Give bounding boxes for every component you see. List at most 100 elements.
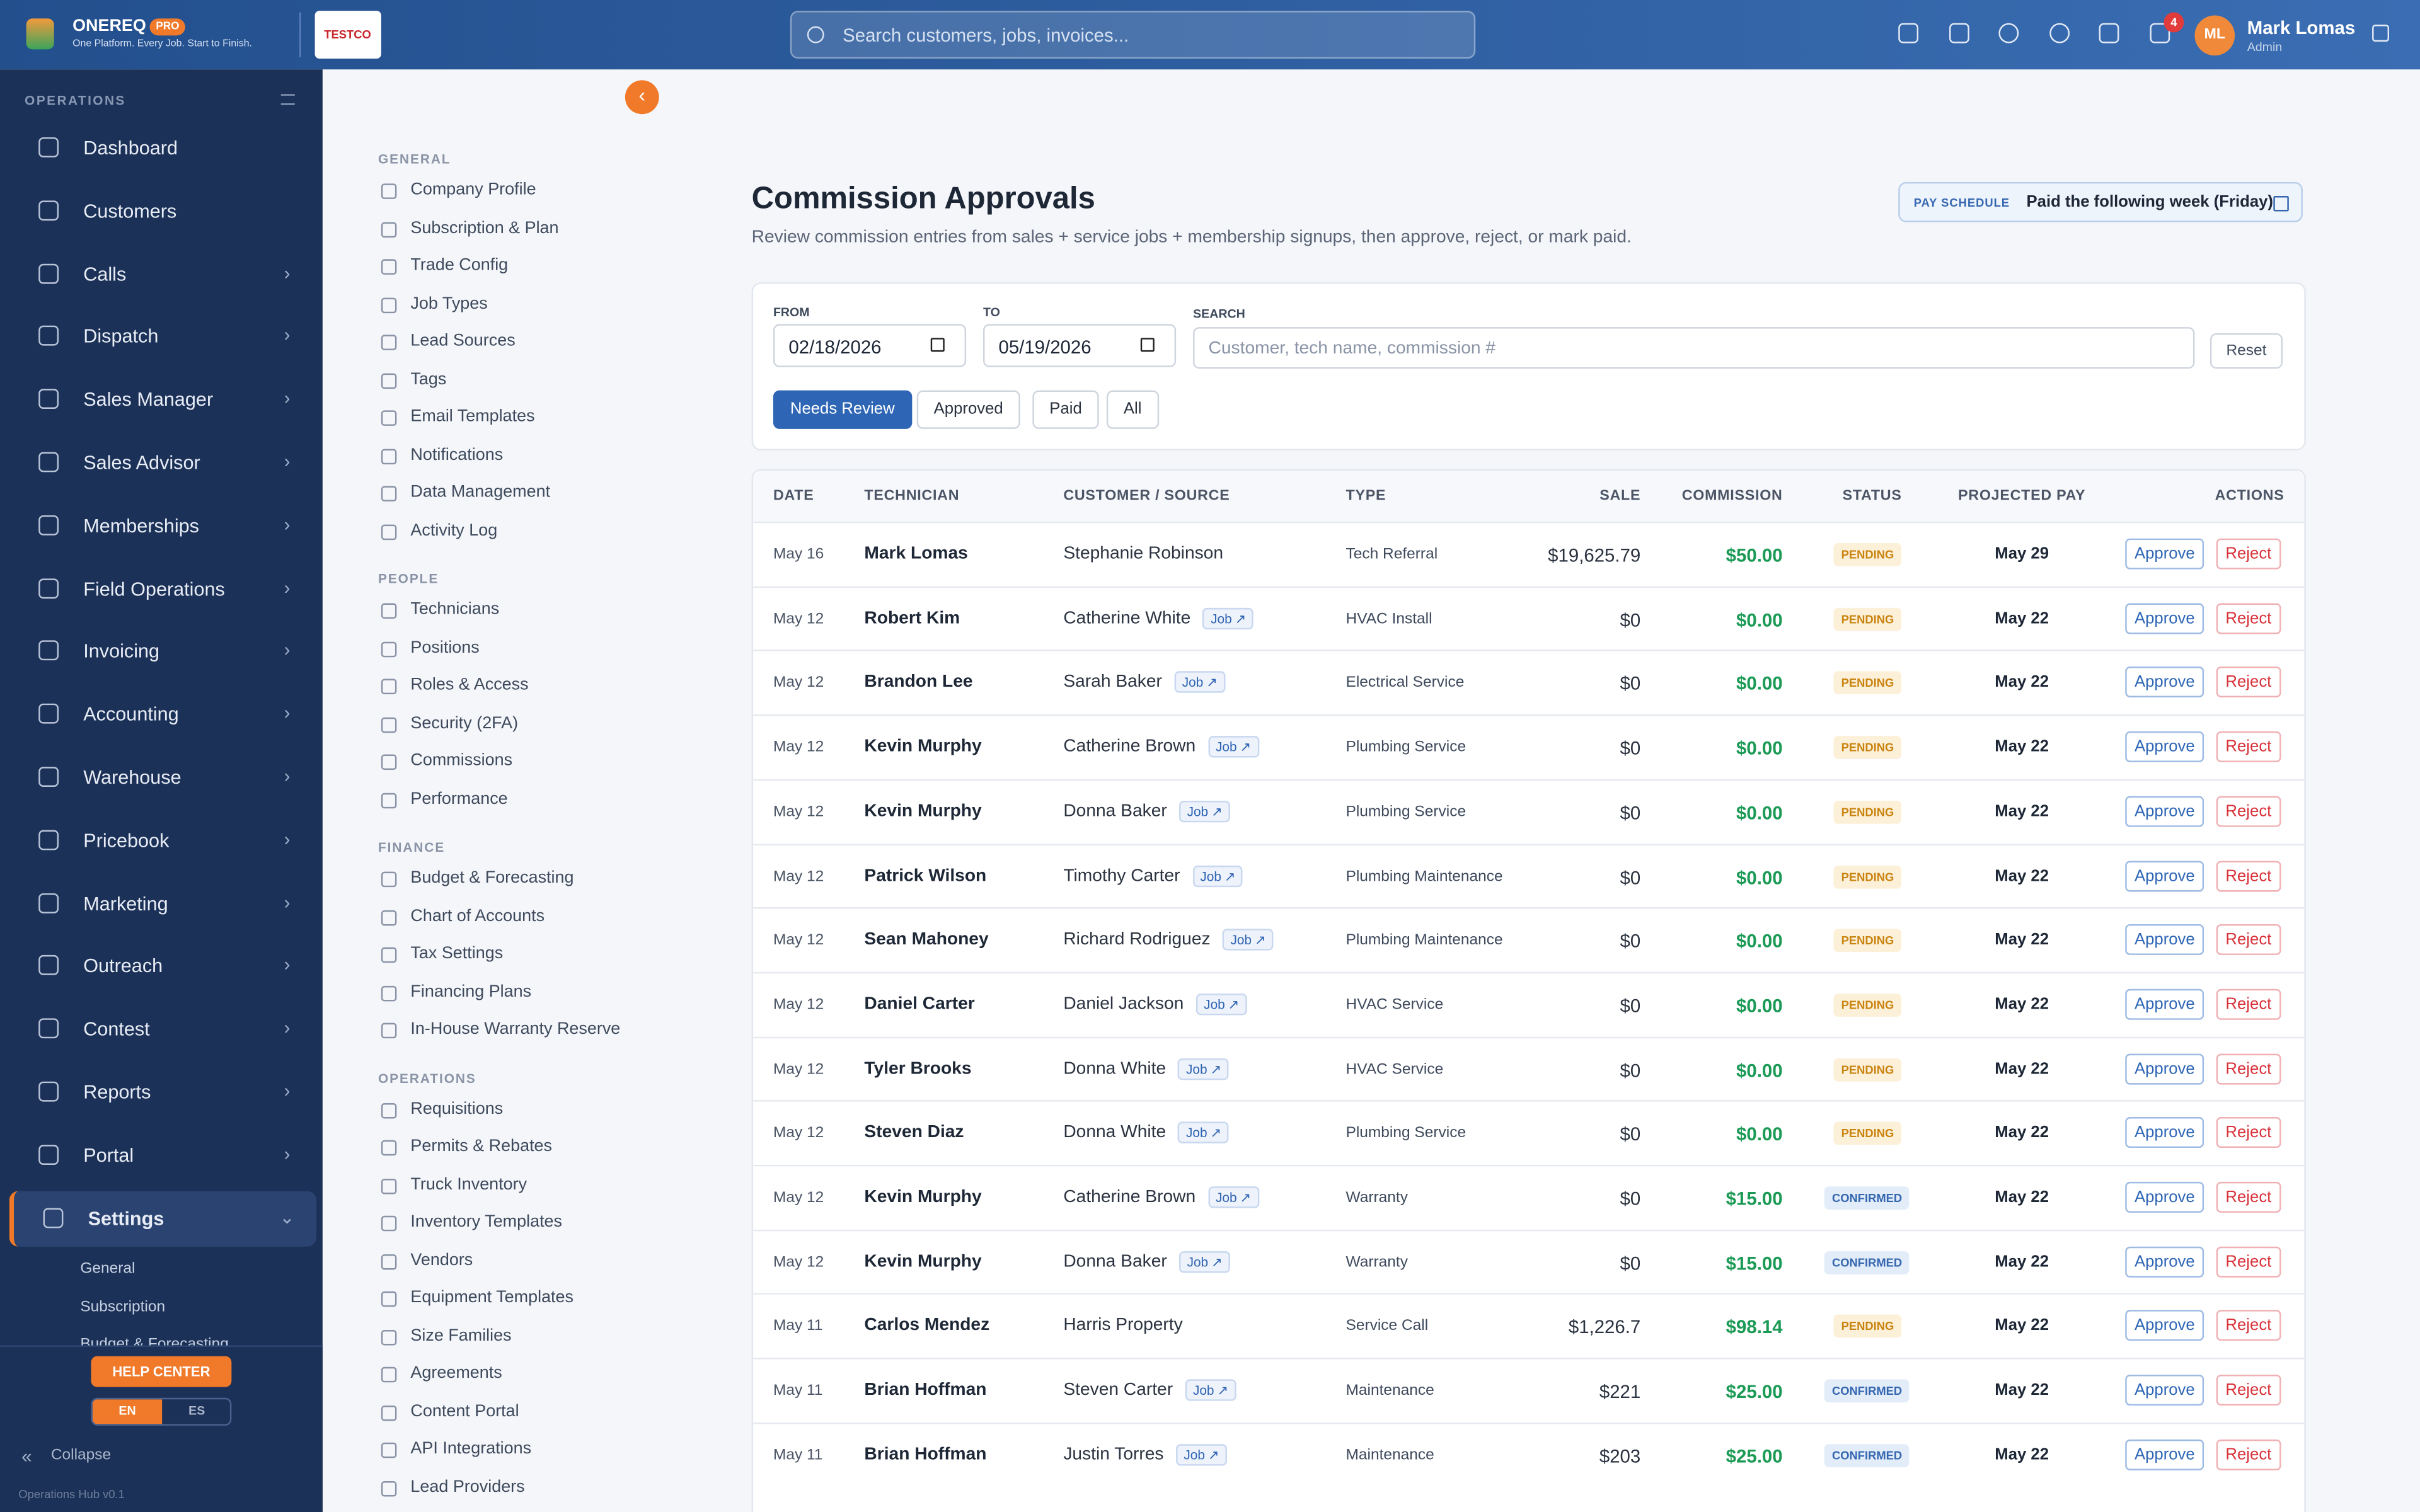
settings-link[interactable]: Content Portal xyxy=(381,1402,674,1426)
approve-button[interactable]: Approve xyxy=(2125,538,2204,570)
settings-link[interactable]: Vendors xyxy=(381,1251,674,1275)
settings-link[interactable]: Lead Sources xyxy=(381,332,674,357)
job-link[interactable]: Job ↗ xyxy=(1174,672,1225,694)
settings-link[interactable]: Subscription & Plan xyxy=(381,219,674,243)
nav-item[interactable]: Memberships › xyxy=(9,498,312,554)
settings-link[interactable]: Equipment Templates xyxy=(381,1288,674,1313)
settings-link[interactable]: Tax Settings xyxy=(381,944,674,969)
settings-link[interactable]: Data Management xyxy=(381,483,674,508)
nav-subitem[interactable]: General xyxy=(80,1260,135,1278)
avatar[interactable]: ML xyxy=(2194,15,2235,56)
collapse-panel[interactable]: ‹ xyxy=(625,80,659,115)
approve-button[interactable]: Approve xyxy=(2125,924,2204,956)
status-tab[interactable]: Needs Review xyxy=(773,390,912,429)
from-input[interactable]: 02/18/2026 xyxy=(773,324,967,367)
approve-button[interactable]: Approve xyxy=(2125,667,2204,698)
reject-button[interactable]: Reject xyxy=(2216,1246,2281,1277)
header-icon[interactable] xyxy=(2049,23,2070,43)
approve-button[interactable]: Approve xyxy=(2125,1439,2204,1470)
approve-button[interactable]: Approve xyxy=(2125,731,2204,763)
job-link[interactable]: Job ↗ xyxy=(1207,1186,1259,1208)
status-tab[interactable]: Approved xyxy=(916,390,1020,429)
nav-item[interactable]: Settings ⌄ xyxy=(9,1190,317,1246)
job-link[interactable]: Job ↗ xyxy=(1176,1443,1227,1466)
approve-button[interactable]: Approve xyxy=(2125,1181,2204,1213)
nav-item[interactable]: Outreach › xyxy=(9,939,312,994)
settings-link[interactable]: Financing Plans xyxy=(381,982,674,1007)
approve-button[interactable]: Approve xyxy=(2125,1310,2204,1342)
job-link[interactable]: Job ↗ xyxy=(1202,607,1254,629)
nav-item[interactable]: Field Operations › xyxy=(9,561,312,616)
search-box[interactable]: Search customers, jobs, invoices... xyxy=(790,11,1476,59)
job-link[interactable]: Job ↗ xyxy=(1223,929,1274,951)
nav-item[interactable]: Sales Manager › xyxy=(9,372,312,428)
settings-link[interactable]: Commissions xyxy=(381,752,674,776)
reject-button[interactable]: Reject xyxy=(2216,667,2281,698)
status-tab[interactable]: All xyxy=(1106,390,1159,429)
reject-button[interactable]: Reject xyxy=(2216,538,2281,570)
nav-item[interactable]: Dashboard xyxy=(9,120,312,176)
nav-item[interactable]: Accounting › xyxy=(9,687,312,742)
job-link[interactable]: Job ↗ xyxy=(1196,993,1247,1016)
reject-button[interactable]: Reject xyxy=(2216,1053,2281,1084)
nav-item[interactable]: Marketing › xyxy=(9,876,312,931)
settings-link[interactable]: Positions xyxy=(381,638,674,663)
reject-button[interactable]: Reject xyxy=(2216,924,2281,956)
nav-item[interactable]: Portal › xyxy=(9,1128,312,1183)
search-input[interactable]: Customer, tech name, commission # xyxy=(1193,327,2195,369)
reject-button[interactable]: Reject xyxy=(2216,1181,2281,1213)
reject-button[interactable]: Reject xyxy=(2216,731,2281,763)
nav-item[interactable]: Contest › xyxy=(9,1002,312,1057)
settings-link[interactable]: Activity Log xyxy=(381,521,674,546)
pay-schedule[interactable]: PAY SCHEDULE Paid the following week (Fri… xyxy=(1898,181,2303,222)
job-link[interactable]: Job ↗ xyxy=(1178,1122,1230,1144)
reset-button[interactable]: Reset xyxy=(2210,333,2283,369)
approve-button[interactable]: Approve xyxy=(2125,1375,2204,1406)
settings-link[interactable]: Budget & Forecasting xyxy=(381,869,674,893)
approve-button[interactable]: Approve xyxy=(2125,860,2204,891)
reject-button[interactable]: Reject xyxy=(2216,860,2281,891)
settings-link[interactable]: Size Families xyxy=(381,1326,674,1351)
logout-icon[interactable] xyxy=(2372,25,2390,42)
nav-item[interactable]: Invoicing › xyxy=(9,624,312,679)
settings-link[interactable]: Tags xyxy=(381,370,674,394)
settings-link[interactable]: Truck Inventory xyxy=(381,1175,674,1200)
collapse[interactable]: Collapse xyxy=(50,1447,112,1465)
settings-link[interactable]: Trade Config xyxy=(381,256,674,281)
reject-button[interactable]: Reject xyxy=(2216,988,2281,1020)
job-link[interactable]: Job ↗ xyxy=(1178,1058,1230,1080)
help-button[interactable]: HELP CENTER xyxy=(91,1356,232,1387)
header-icon[interactable] xyxy=(1949,23,1969,43)
approve-button[interactable]: Approve xyxy=(2125,988,2204,1020)
job-link[interactable]: Job ↗ xyxy=(1192,864,1243,886)
header-icon[interactable] xyxy=(1898,23,1919,43)
language-option[interactable]: EN xyxy=(92,1399,163,1424)
settings-link[interactable]: Permits & Rebates xyxy=(381,1137,674,1162)
nav-subitem[interactable]: Subscription xyxy=(80,1298,166,1315)
status-tab[interactable]: Paid xyxy=(1032,390,1099,429)
settings-link[interactable]: Chart of Accounts xyxy=(381,907,674,931)
approve-button[interactable]: Approve xyxy=(2125,796,2204,827)
language-option[interactable]: ES xyxy=(188,1404,205,1418)
approve-button[interactable]: Approve xyxy=(2125,1053,2204,1084)
approve-button[interactable]: Approve xyxy=(2125,1246,2204,1277)
header-icon[interactable] xyxy=(2150,23,2170,43)
reject-button[interactable]: Reject xyxy=(2216,1439,2281,1470)
settings-link[interactable]: Agreements xyxy=(381,1364,674,1389)
settings-link[interactable]: Inventory Templates xyxy=(381,1213,674,1237)
menu-toggle[interactable] xyxy=(280,94,295,105)
nav-item[interactable]: Calls › xyxy=(9,246,312,302)
settings-link[interactable]: Performance xyxy=(381,789,674,814)
settings-link[interactable]: Security (2FA) xyxy=(381,714,674,738)
nav-item[interactable]: Pricebook › xyxy=(9,813,312,868)
to-input[interactable]: 05/19/2026 xyxy=(983,324,1177,367)
settings-link[interactable]: Roles & Access xyxy=(381,676,674,701)
reject-button[interactable]: Reject xyxy=(2216,602,2281,634)
settings-link[interactable]: In-House Warranty Reserve xyxy=(381,1020,674,1045)
nav-item[interactable]: Sales Advisor › xyxy=(9,435,312,491)
settings-link[interactable]: API Integrations xyxy=(381,1440,674,1464)
reject-button[interactable]: Reject xyxy=(2216,796,2281,827)
nav-item[interactable]: Dispatch › xyxy=(9,309,312,365)
job-link[interactable]: Job ↗ xyxy=(1179,1251,1230,1273)
settings-link[interactable]: Lead Providers xyxy=(381,1477,674,1502)
